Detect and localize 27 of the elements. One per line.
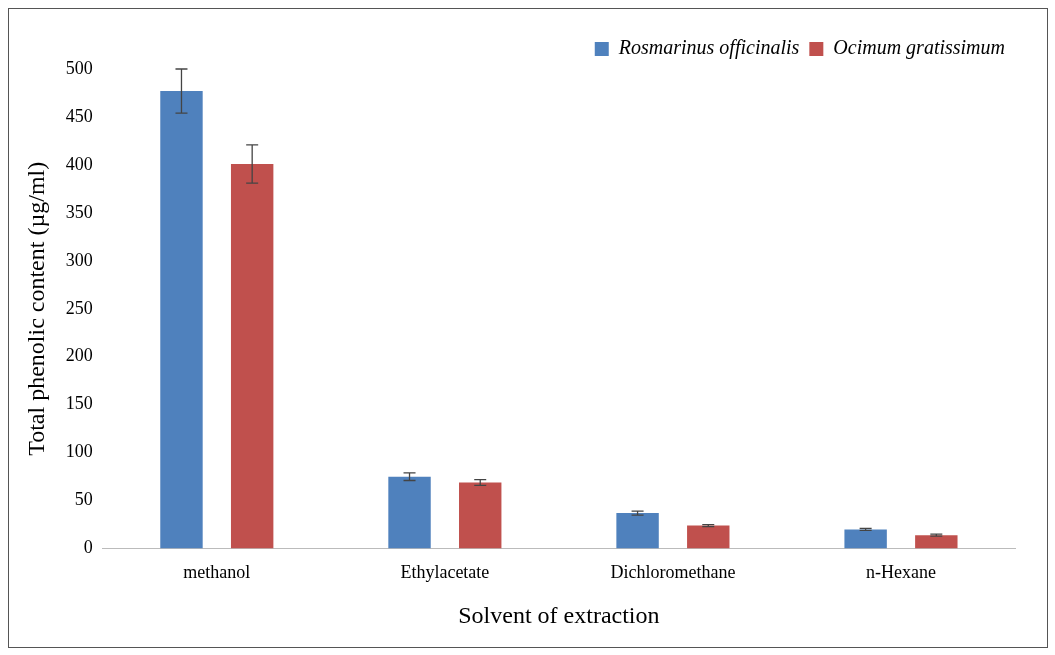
y-tick-label: 100 <box>65 441 93 462</box>
bar <box>616 513 659 549</box>
bar <box>844 529 887 549</box>
y-tick-label: 350 <box>65 201 93 222</box>
bar <box>230 163 274 549</box>
x-tick-label: Ethylacetate <box>400 562 490 583</box>
bar <box>160 91 203 549</box>
bar <box>459 482 502 549</box>
bar <box>915 535 958 549</box>
y-tick-label: 150 <box>65 393 93 414</box>
legend-label: Ocimum gratissimum <box>833 36 1005 60</box>
y-tick-label: 200 <box>65 345 93 366</box>
y-tick-label: 50 <box>74 489 93 510</box>
x-tick-label: methanol <box>183 562 251 583</box>
x-tick-label: Dichloromethane <box>610 562 736 583</box>
x-axis-title: Solvent of extraction <box>458 601 660 628</box>
y-tick-label: 400 <box>65 153 93 174</box>
bar <box>388 476 431 549</box>
y-tick-label: 300 <box>65 249 93 270</box>
x-tick-label: n-Hexane <box>865 562 936 583</box>
y-tick-label: 450 <box>65 105 93 126</box>
y-tick-label: 0 <box>83 537 93 558</box>
y-axis-title: Total phenolic content (µg/ml) <box>22 161 49 456</box>
y-tick-label: 500 <box>65 57 93 78</box>
bar <box>687 525 730 549</box>
legend-label: Rosmarinus officinalis <box>617 36 800 60</box>
y-tick-label: 250 <box>65 297 93 318</box>
